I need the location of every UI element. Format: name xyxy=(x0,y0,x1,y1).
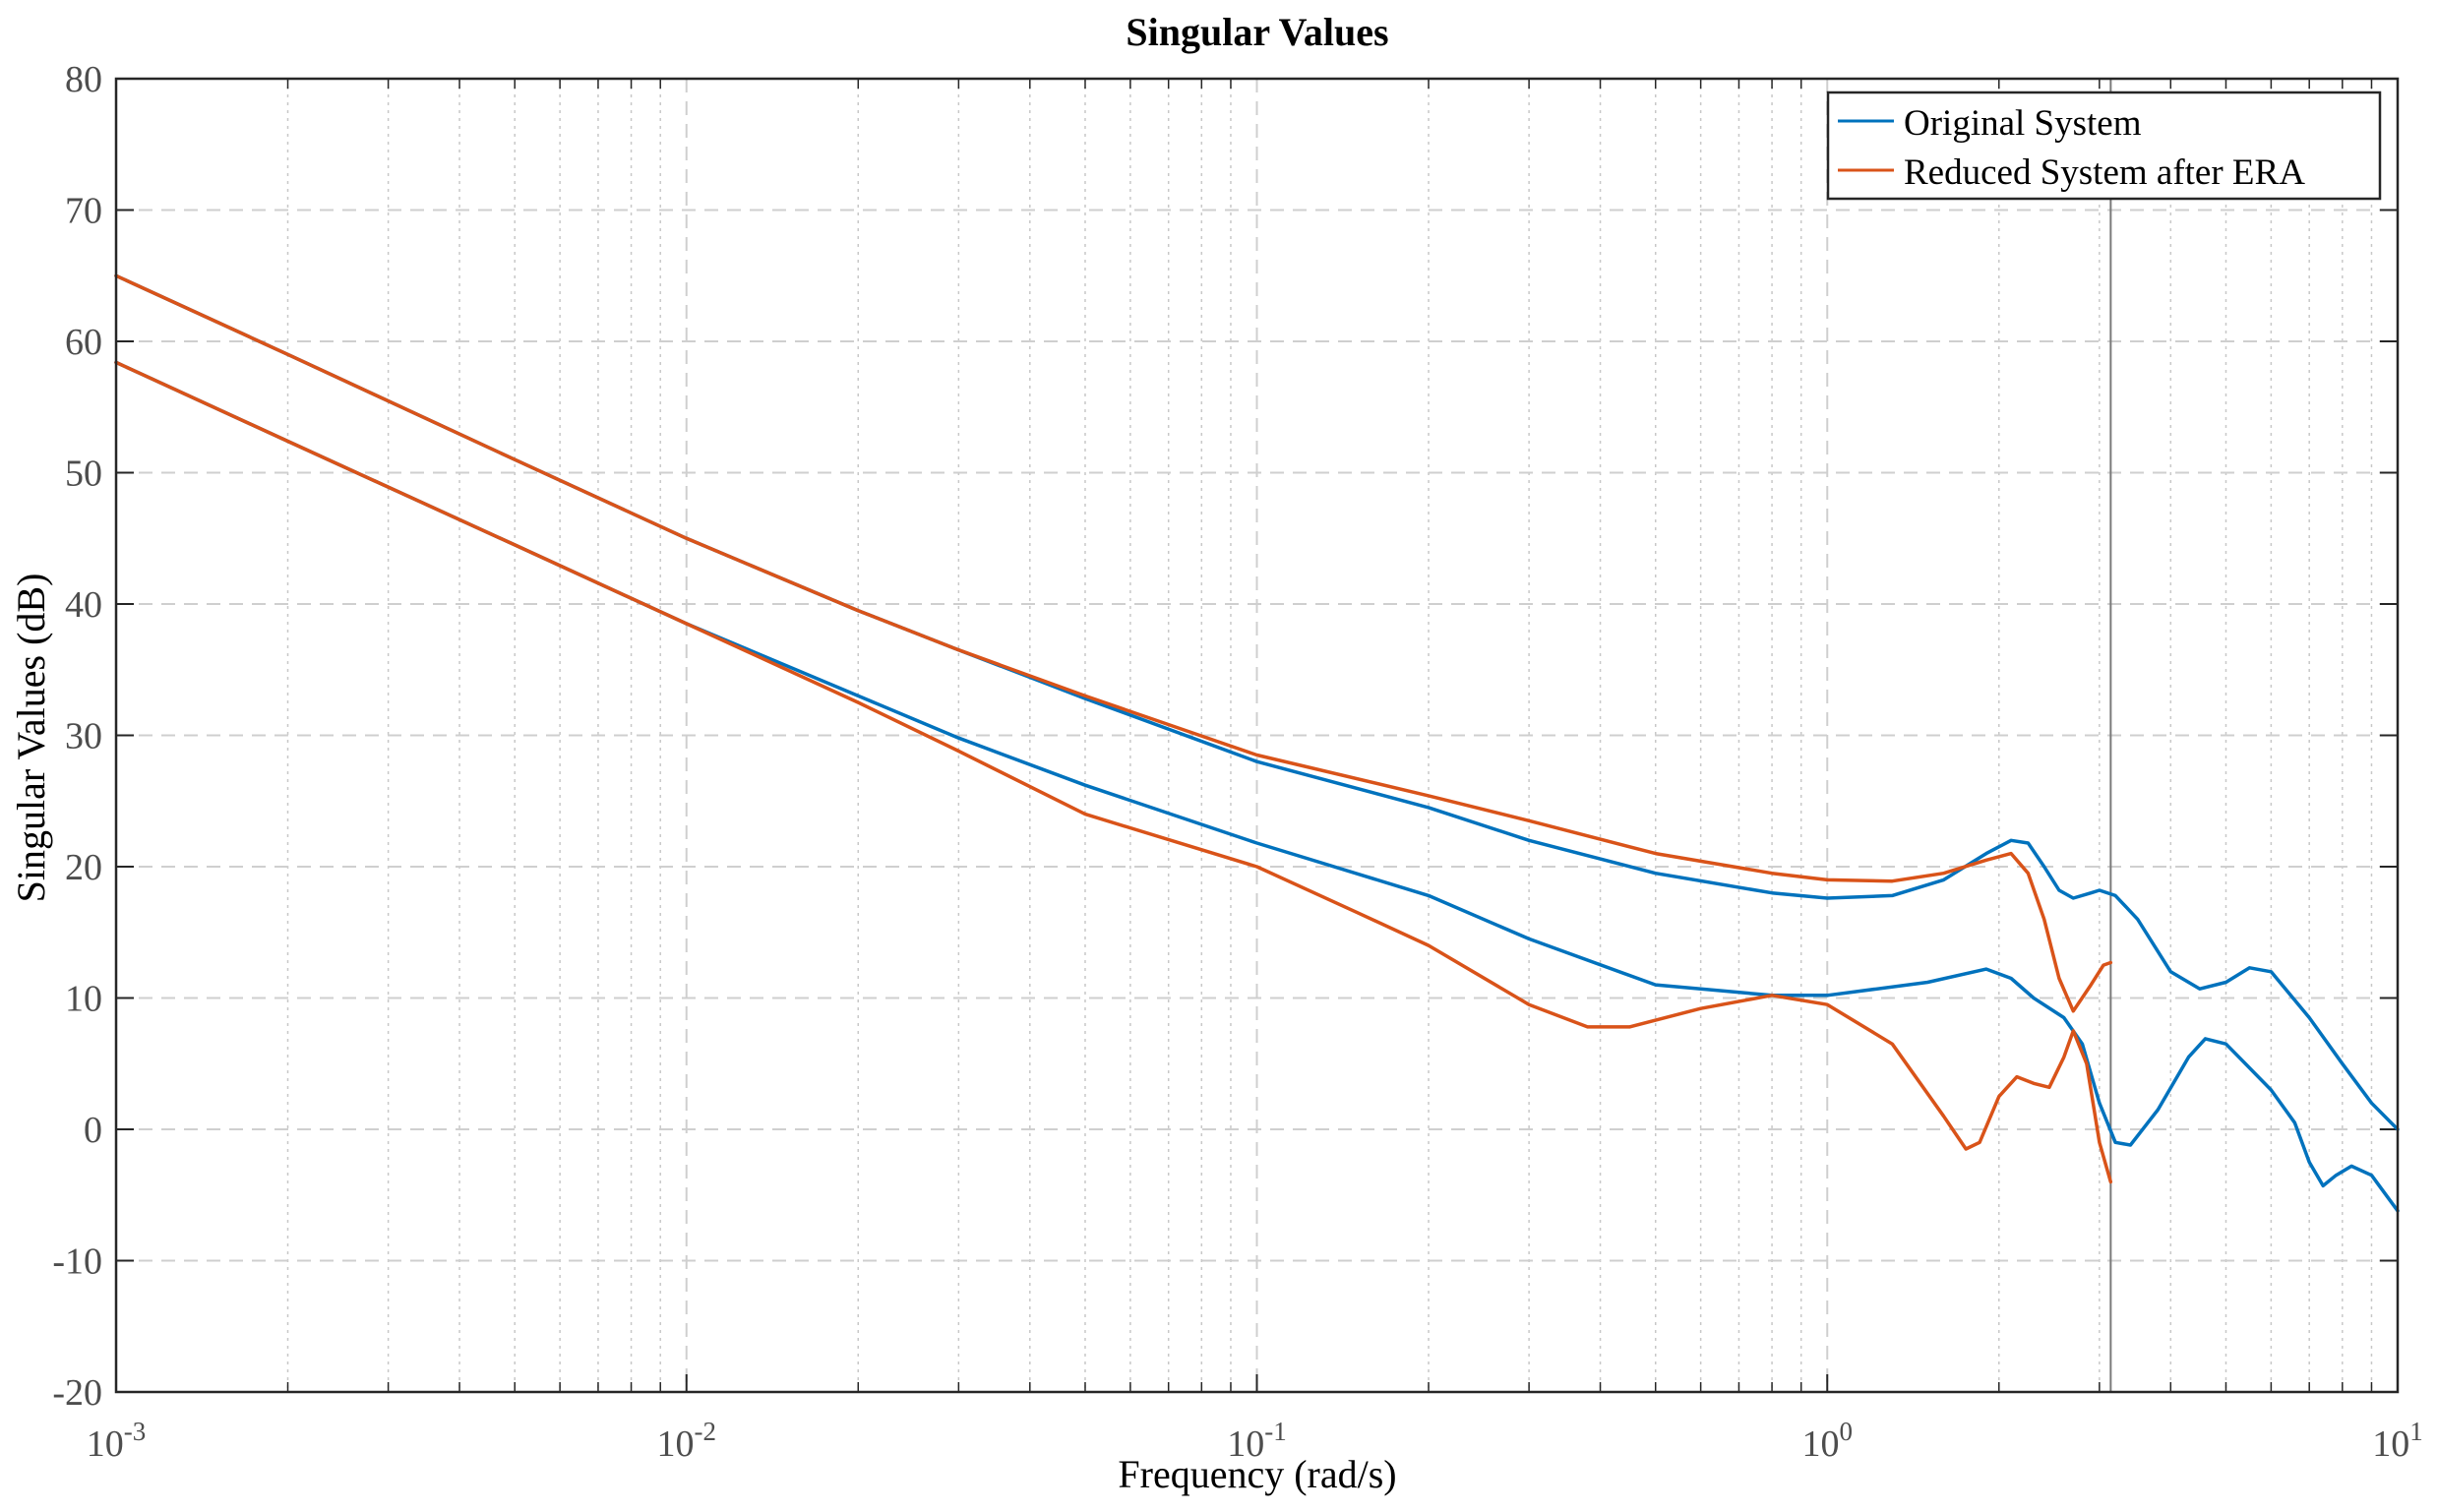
y-tick-label: 20 xyxy=(65,847,102,888)
y-tick-label: -10 xyxy=(52,1241,102,1283)
legend-label-reduced: Reduced System after ERA xyxy=(1904,152,2305,193)
x-tick-label-base: 10 xyxy=(2372,1423,2409,1465)
x-tick-label: 101 xyxy=(2372,1417,2423,1465)
grid xyxy=(115,78,2399,1393)
y-tick-label: 60 xyxy=(65,322,102,363)
x-tick-label-exponent: -1 xyxy=(1264,1417,1287,1446)
legend-label-original: Original System xyxy=(1904,103,2142,144)
x-tick-label-base: 10 xyxy=(1802,1423,1840,1465)
x-tick-label-exponent: 1 xyxy=(2409,1417,2423,1446)
series-lines xyxy=(114,273,2400,1213)
y-tick-label: 0 xyxy=(84,1110,102,1151)
x-tick-label: 10-3 xyxy=(87,1417,147,1465)
y-tick-labels: 80 70 60 50 40 30 20 10 0 -10 -20 xyxy=(52,59,102,1414)
x-tick-label: 100 xyxy=(1802,1417,1854,1465)
series-line-2 xyxy=(114,360,2400,1213)
y-axis-label: Singular Values (dB) xyxy=(9,574,53,903)
x-tick-label-base: 10 xyxy=(87,1423,124,1465)
y-tick-label: 10 xyxy=(65,979,102,1020)
y-tick-label: 40 xyxy=(65,584,102,626)
chart-title: Singular Values xyxy=(1126,10,1388,54)
x-tick-label-exponent: -2 xyxy=(695,1417,717,1446)
x-tick-label-exponent: -3 xyxy=(124,1417,147,1446)
x-tick-label-base: 10 xyxy=(1227,1423,1264,1465)
y-tick-label: 80 xyxy=(65,59,102,100)
y-tick-label: 70 xyxy=(65,191,102,232)
y-tick-label: -20 xyxy=(52,1372,102,1414)
y-tick-label: 30 xyxy=(65,716,102,757)
series-line-4 xyxy=(114,360,2113,1184)
x-tick-label-exponent: 0 xyxy=(1840,1417,1854,1446)
x-tick-labels: 10-3 10-2 10-1 100 101 xyxy=(87,1417,2423,1465)
x-tick-label: 10-2 xyxy=(657,1417,717,1465)
x-tick-label-base: 10 xyxy=(657,1423,695,1465)
plot-frame xyxy=(114,77,2400,1394)
legend: Original System Reduced System after ERA xyxy=(1826,91,2382,201)
series-line-3 xyxy=(114,273,2113,1013)
legend-box xyxy=(1826,91,2382,201)
y-tick-label: 50 xyxy=(65,454,102,495)
x-axis-label: Frequency (rad/s) xyxy=(1118,1452,1396,1496)
x-tick-label: 10-1 xyxy=(1227,1417,1287,1465)
